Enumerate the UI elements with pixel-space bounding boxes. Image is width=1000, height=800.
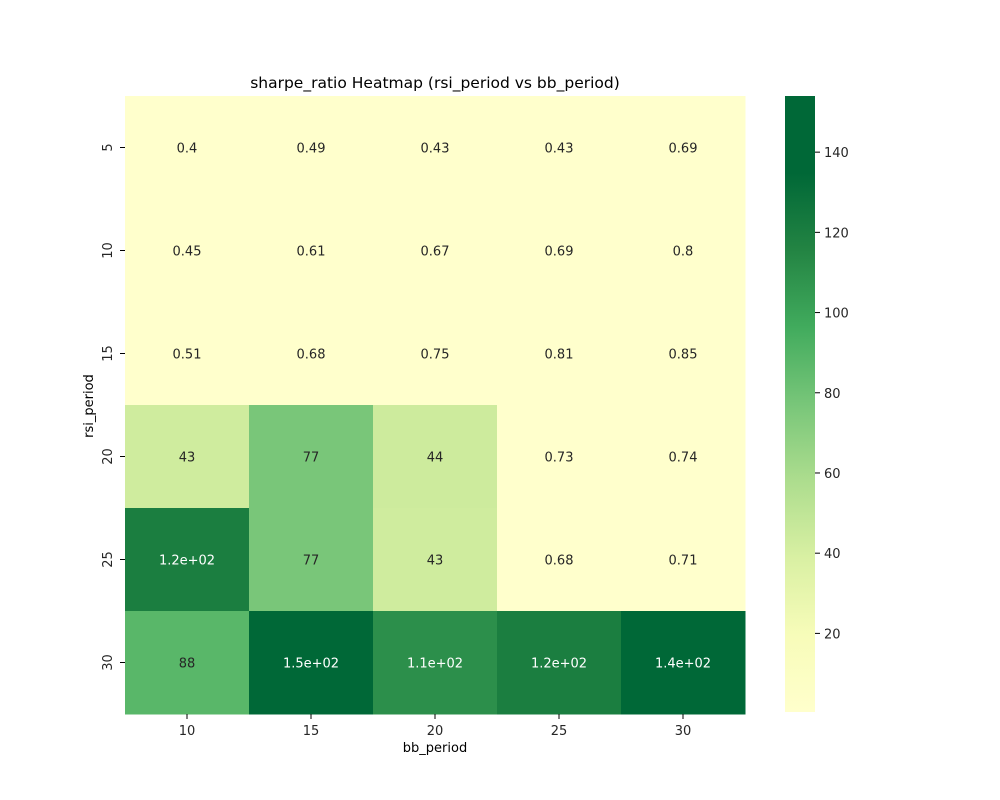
cell-value-label: 44 — [427, 451, 444, 466]
heatmap-cell — [373, 302, 498, 406]
cell-value-label: 0.67 — [421, 245, 450, 260]
heatmap-cells: 0.4 0.49 0.43 0.43 0.69 0.45 0.61 0.67 0.69 0.8 0.… — [125, 96, 746, 715]
cell-value-label: 0.4 — [177, 142, 198, 157]
x-axis-label: bb_period — [403, 741, 467, 756]
x-tick-label: 30 — [675, 724, 692, 739]
cell-value-label: 77 — [303, 451, 320, 466]
cell-value-label: 0.69 — [545, 245, 574, 260]
cell-value-label: 43 — [179, 451, 196, 466]
heatmap-cell — [497, 199, 622, 303]
heatmap-cell — [373, 199, 498, 303]
heatmap-cell — [497, 302, 622, 406]
colorbar-tick-label: 100 — [824, 307, 849, 322]
heatmap-cell — [249, 405, 374, 509]
colorbar-tick-label: 120 — [824, 226, 849, 241]
colorbar-tick-label: 40 — [824, 547, 841, 562]
cell-value-label: 88 — [179, 657, 196, 672]
x-axis: 10 15 20 25 30 — [179, 714, 692, 739]
cell-value-label: 1.5e+02 — [283, 657, 339, 672]
cell-value-label: 1.2e+02 — [531, 657, 587, 672]
cell-value-label: 0.8 — [673, 245, 694, 260]
heatmap-cell — [249, 96, 374, 200]
heatmap-cell — [497, 508, 622, 612]
heatmap-cell — [621, 508, 746, 612]
heatmap-cell — [249, 508, 374, 612]
cell-value-label: 0.69 — [669, 142, 698, 157]
heatmap-cell — [497, 611, 622, 715]
heatmap-cell — [497, 96, 622, 200]
heatmap-cell — [249, 199, 374, 303]
cell-value-label: 0.61 — [297, 245, 326, 260]
heatmap-cell — [373, 405, 498, 509]
y-tick-label: 30 — [101, 654, 116, 671]
x-tick-label: 20 — [427, 724, 444, 739]
heatmap-cell — [621, 96, 746, 200]
heatmap-cell — [249, 302, 374, 406]
cell-value-label: 0.68 — [297, 348, 326, 363]
heatmap-cell — [621, 611, 746, 715]
cell-value-label: 1.4e+02 — [655, 657, 711, 672]
cell-value-label: 0.43 — [545, 142, 574, 157]
y-tick-label: 25 — [101, 551, 116, 568]
cell-value-label: 0.75 — [421, 348, 450, 363]
cell-value-label: 0.43 — [421, 142, 450, 157]
colorbar-gradient — [785, 96, 815, 712]
heatmap-cell — [125, 405, 250, 509]
heatmap-cell — [497, 405, 622, 509]
y-tick-label: 20 — [101, 448, 116, 465]
x-tick-label: 15 — [303, 724, 320, 739]
cell-value-label: 0.68 — [545, 554, 574, 569]
x-tick-label: 25 — [551, 724, 568, 739]
y-tick-label: 10 — [101, 242, 116, 259]
colorbar-tick-label: 20 — [824, 627, 841, 642]
cell-value-label: 0.85 — [669, 348, 698, 363]
y-axis: 5 10 15 20 25 30 — [101, 143, 125, 671]
colorbar-tick-label: 140 — [824, 146, 849, 161]
cell-value-label: 0.49 — [297, 142, 326, 157]
x-tick-label: 10 — [179, 724, 196, 739]
cell-value-label: 0.81 — [545, 348, 574, 363]
cell-value-label: 0.73 — [545, 451, 574, 466]
heatmap-cell — [621, 302, 746, 406]
colorbar-tick-label: 60 — [824, 467, 841, 482]
heatmap-cell — [621, 405, 746, 509]
heatmap-cell — [373, 96, 498, 200]
heatmap-cell — [125, 611, 250, 715]
cell-value-label: 77 — [303, 554, 320, 569]
heatmap-cell — [125, 199, 250, 303]
chart-title: sharpe_ratio Heatmap (rsi_period vs bb_p… — [250, 74, 620, 93]
cell-value-label: 0.71 — [669, 554, 698, 569]
heatmap-cell — [125, 96, 250, 200]
cell-value-label: 0.45 — [173, 245, 202, 260]
colorbar: 20 40 60 80 100 120 140 — [785, 96, 849, 712]
heatmap-cell — [249, 611, 374, 715]
heatmap-cell — [125, 302, 250, 406]
y-tick-label: 15 — [101, 345, 116, 362]
heatmap-cell — [373, 611, 498, 715]
cell-value-label: 1.1e+02 — [407, 657, 463, 672]
cell-value-label: 0.51 — [173, 348, 202, 363]
heatmap-cell — [373, 508, 498, 612]
colorbar-tick-label: 80 — [824, 387, 841, 402]
y-axis-label: rsi_period — [82, 374, 97, 438]
cell-value-label: 1.2e+02 — [159, 554, 215, 569]
heatmap-cell — [125, 508, 250, 612]
cell-value-label: 0.74 — [669, 451, 698, 466]
heatmap-cell — [621, 199, 746, 303]
y-tick-label: 5 — [101, 143, 116, 151]
cell-value-label: 43 — [427, 554, 444, 569]
